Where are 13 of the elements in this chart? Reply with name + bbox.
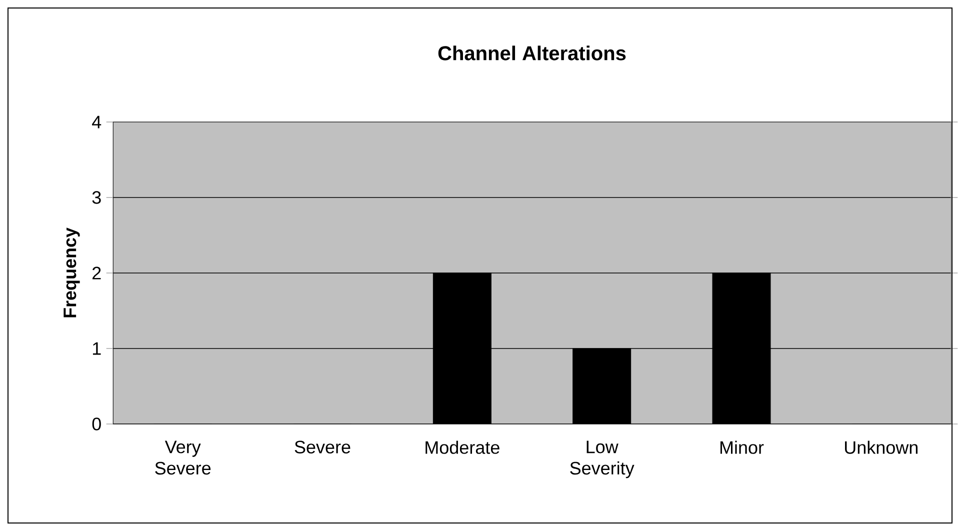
x-tick-label: Low Severity <box>570 440 634 478</box>
x-tick-label: Very Severe <box>155 440 211 475</box>
y-tick-label: 4 <box>92 116 102 128</box>
y-tick-label: 2 <box>92 266 101 280</box>
y-tick-label: 1 <box>92 342 101 355</box>
chart-title: Channel Alterations <box>438 46 626 60</box>
y-tick-label: 3 <box>92 191 101 204</box>
x-tick-label: Minor <box>720 440 764 454</box>
x-tick-label: Moderate <box>426 440 500 454</box>
x-tick-label: Unknown <box>845 440 918 454</box>
y-tick-label: 0 <box>92 418 101 430</box>
y-axis-title: Frequency <box>64 228 80 318</box>
x-tick-label: Severe <box>294 440 350 454</box>
